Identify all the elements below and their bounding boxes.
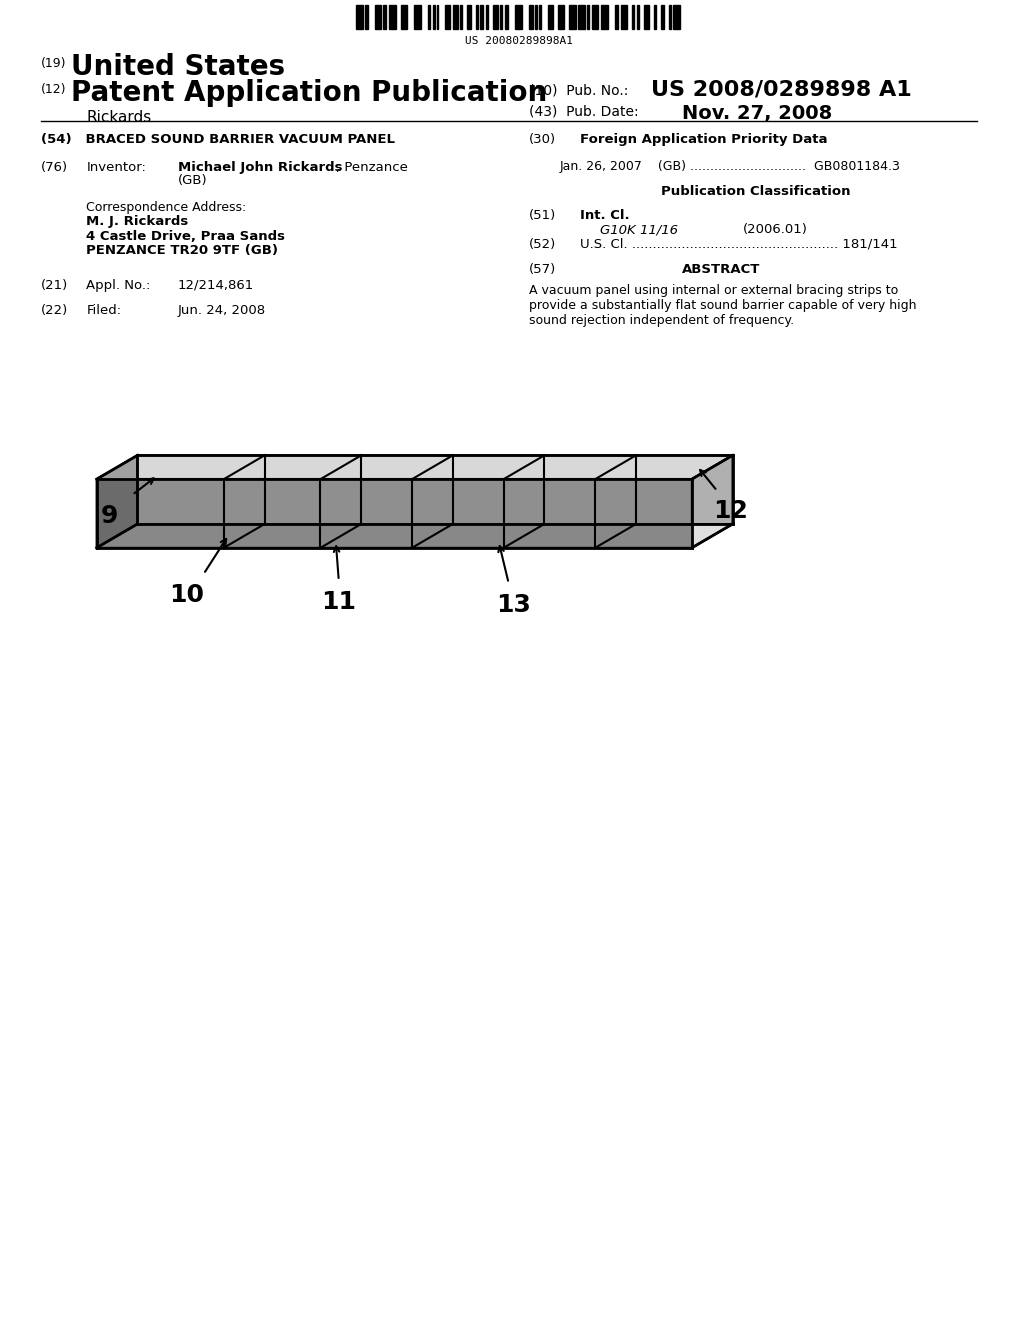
Bar [467,5,471,29]
Polygon shape [595,479,692,548]
Text: (2006.01): (2006.01) [742,223,808,236]
Bar [637,5,639,29]
Polygon shape [96,455,732,479]
Text: United States: United States [72,53,286,81]
Text: Publication Classification: Publication Classification [662,185,851,198]
Bar [356,5,362,29]
Text: (52): (52) [529,238,556,251]
Bar [558,5,564,29]
Bar [428,5,430,29]
Bar [480,5,483,29]
Polygon shape [96,524,732,548]
Text: (GB): (GB) [178,174,208,187]
Bar [433,5,434,29]
Text: A vacuum panel using internal or external bracing strips to
provide a substantia: A vacuum panel using internal or externa… [529,284,916,327]
Text: PENZANCE TR20 9TF (GB): PENZANCE TR20 9TF (GB) [86,244,279,257]
Text: 11: 11 [322,590,356,614]
Polygon shape [412,479,504,548]
Text: Jan. 26, 2007    (GB) .............................  GB0801184.3: Jan. 26, 2007 (GB) .....................… [559,160,900,173]
Bar [673,5,680,29]
Text: Inventor:: Inventor: [86,161,146,174]
Bar [389,5,396,29]
Text: (30): (30) [529,133,556,147]
Text: Correspondence Address:: Correspondence Address: [86,201,247,214]
Text: G10K 11/16: G10K 11/16 [600,223,678,236]
Bar [578,5,585,29]
Text: 4 Castle Drive, Praa Sands: 4 Castle Drive, Praa Sands [86,230,286,243]
Text: Filed:: Filed: [86,304,122,317]
Text: U.S. Cl. .................................................. 181/141: U.S. Cl. ...............................… [580,238,898,251]
Bar [515,5,522,29]
Text: , Penzance: , Penzance [336,161,408,174]
Bar [653,5,656,29]
Text: Patent Application Publication: Patent Application Publication [72,79,548,107]
Text: (19): (19) [41,57,67,70]
Polygon shape [224,479,321,548]
Bar [614,5,617,29]
Bar [592,5,598,29]
Bar [436,5,438,29]
Bar [486,5,487,29]
Text: US 2008/0289898 A1: US 2008/0289898 A1 [651,79,912,99]
Text: 12/214,861: 12/214,861 [178,279,254,292]
Text: ABSTRACT: ABSTRACT [682,263,760,276]
Text: (76): (76) [41,161,68,174]
Text: (51): (51) [529,209,556,222]
Bar [501,5,503,29]
Text: (10)  Pub. No.:: (10) Pub. No.: [529,83,637,98]
Text: Int. Cl.: Int. Cl. [580,209,630,222]
Bar [621,5,628,29]
Text: Nov. 27, 2008: Nov. 27, 2008 [682,104,831,123]
Text: Rickards: Rickards [86,110,152,124]
Text: 12: 12 [713,499,748,523]
Bar [476,5,478,29]
Polygon shape [321,479,412,548]
Bar [569,5,577,29]
Bar [505,5,508,29]
Text: 9: 9 [101,504,119,528]
Bar [601,5,608,29]
Polygon shape [96,479,692,548]
Bar [632,5,634,29]
Bar [644,5,649,29]
Bar [400,5,408,29]
Text: Appl. No.:: Appl. No.: [86,279,151,292]
Text: 10: 10 [169,583,204,607]
Bar [548,5,553,29]
Text: 13: 13 [497,593,531,616]
Text: Michael John Rickards: Michael John Rickards [178,161,343,174]
Bar [528,5,534,29]
Bar [536,5,538,29]
Text: US 20080289898A1: US 20080289898A1 [465,36,572,46]
Text: Jun. 24, 2008: Jun. 24, 2008 [178,304,266,317]
Text: (21): (21) [41,279,68,292]
Text: (57): (57) [529,263,556,276]
Polygon shape [96,479,224,548]
Polygon shape [692,455,732,548]
Bar [415,5,421,29]
Bar [365,5,368,29]
Bar [445,5,451,29]
Bar [493,5,498,29]
Bar [669,5,671,29]
Bar [540,5,541,29]
Bar [383,5,386,29]
Text: (22): (22) [41,304,68,317]
Polygon shape [96,455,137,548]
Bar [453,5,458,29]
Text: M. J. Rickards: M. J. Rickards [86,215,188,228]
Text: (54)   BRACED SOUND BARRIER VACUUM PANEL: (54) BRACED SOUND BARRIER VACUUM PANEL [41,133,394,147]
Bar [587,5,589,29]
Bar [460,5,462,29]
Polygon shape [504,479,595,548]
Text: (43)  Pub. Date:: (43) Pub. Date: [529,104,639,119]
Text: (12): (12) [41,83,67,96]
Text: Foreign Application Priority Data: Foreign Application Priority Data [580,133,827,147]
Bar [375,5,381,29]
Bar [662,5,665,29]
